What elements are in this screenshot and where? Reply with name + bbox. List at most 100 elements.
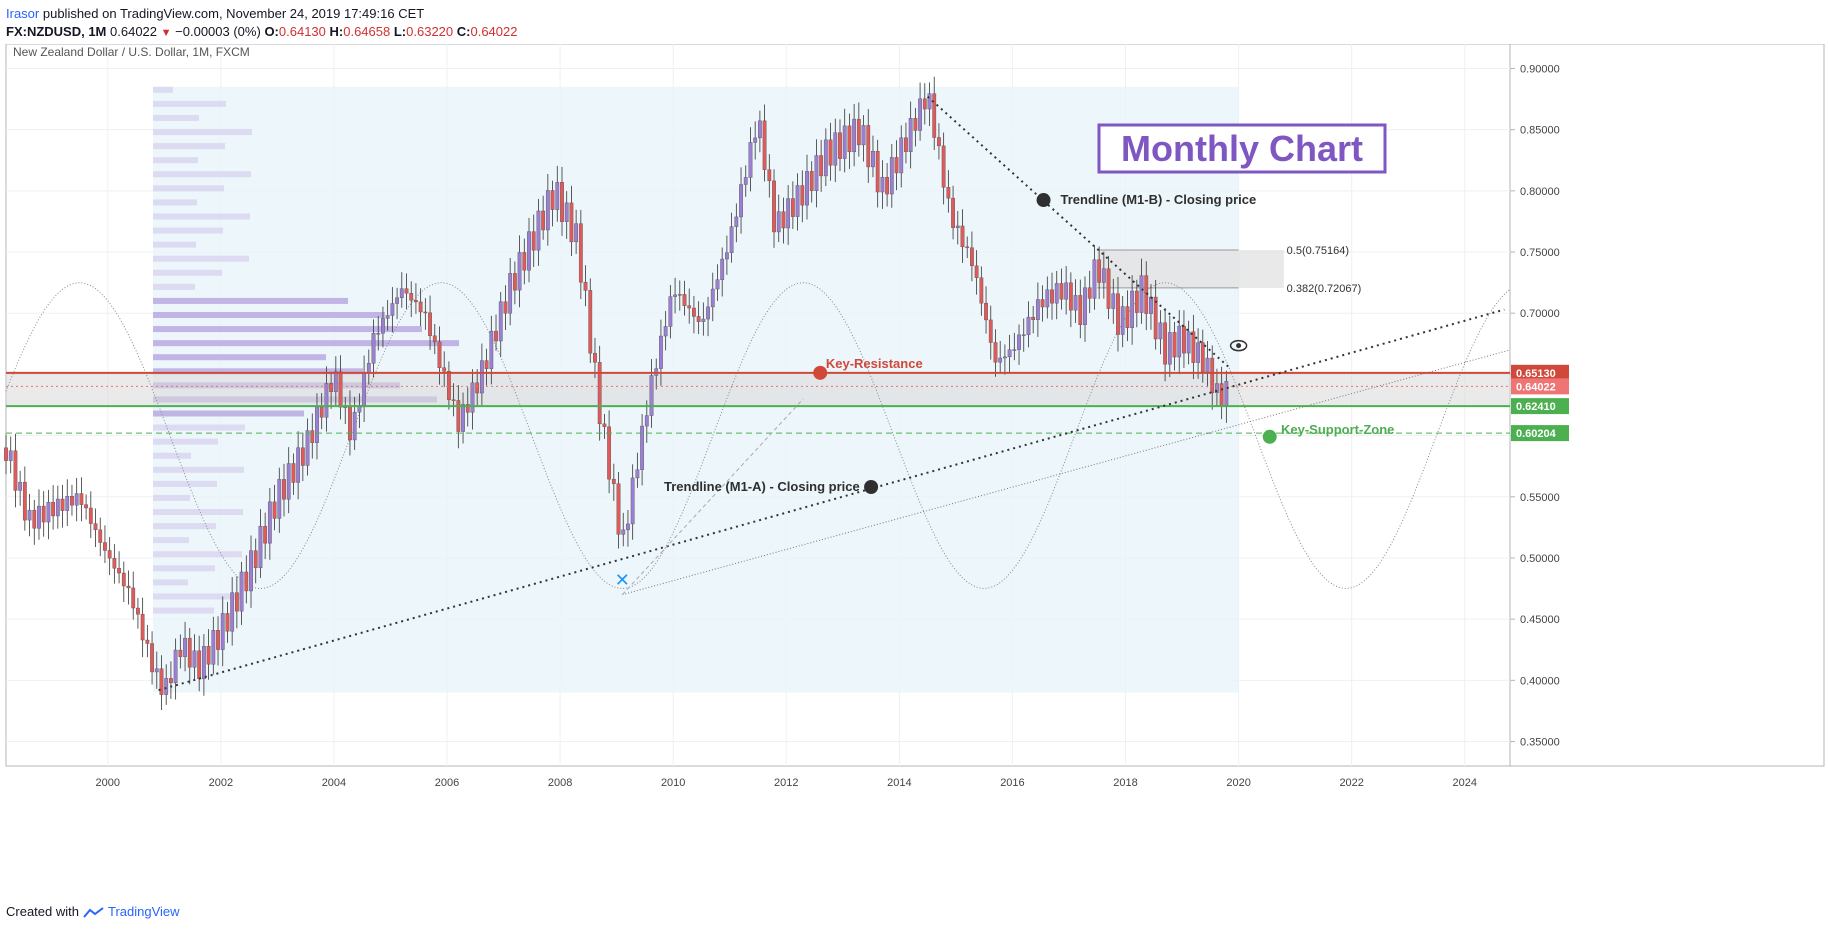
- candle-body: [522, 252, 527, 271]
- candle-body: [659, 335, 663, 369]
- candle-body: [536, 210, 541, 251]
- key-resistance-label: Key-Resistance: [826, 356, 923, 371]
- candle-body: [197, 650, 202, 680]
- candle-body: [767, 169, 772, 182]
- candle-body: [277, 479, 282, 519]
- y-tick-label: 0.85000: [1520, 125, 1560, 137]
- candle-body: [305, 430, 310, 466]
- candle-body: [103, 542, 107, 551]
- price-chart[interactable]: 0.350000.400000.450000.500000.550000.600…: [0, 44, 1828, 896]
- candle-body: [640, 425, 644, 470]
- y-tick-label: 0.90000: [1520, 63, 1560, 75]
- candle-body: [150, 643, 154, 673]
- candle-body: [352, 411, 357, 441]
- candle-body: [626, 523, 630, 531]
- candle-body: [725, 252, 729, 260]
- candle-body: [489, 330, 494, 369]
- candle-body: [508, 273, 513, 314]
- candle-body: [1120, 306, 1125, 335]
- candle-body: [899, 137, 904, 174]
- high-value: 0.64658: [343, 24, 391, 39]
- candle-body: [856, 118, 861, 146]
- author-link[interactable]: Irasor: [6, 6, 40, 21]
- candle-body: [885, 176, 889, 195]
- close-label: C:: [456, 24, 471, 39]
- eye-icon-pupil: [1236, 343, 1242, 349]
- candle-body: [154, 668, 159, 673]
- candle-body: [1191, 331, 1196, 363]
- close-value: 0.64022: [470, 24, 518, 39]
- volume-profile-bar: [153, 593, 242, 600]
- candle-body: [169, 678, 173, 684]
- candle-body: [1035, 299, 1040, 320]
- down-arrow-icon: ▼: [160, 27, 172, 39]
- tradingview-link[interactable]: TradingView: [108, 904, 180, 919]
- trendline-m1b-marker: [1036, 193, 1051, 208]
- ohlc-line: FX:NZDUSD, 1M 0.64022 ▼ −0.00003 (0%) O:…: [6, 24, 517, 39]
- price-change: −0.00003 (0%): [175, 24, 261, 39]
- candle-body: [833, 132, 838, 166]
- candle-body: [37, 505, 41, 529]
- low-label: L:: [393, 24, 407, 39]
- y-tick-label: 0.70000: [1520, 308, 1560, 320]
- candle-body: [828, 139, 833, 166]
- candle-body: [201, 646, 206, 680]
- candles-group: [4, 76, 1229, 711]
- candle-body: [734, 216, 739, 227]
- candle-body: [800, 185, 805, 206]
- candle-body: [1054, 283, 1059, 304]
- candle-body: [348, 406, 352, 441]
- candle-body: [178, 649, 183, 657]
- candle-body: [1097, 259, 1102, 283]
- candle-body: [418, 301, 423, 313]
- candle-body: [428, 312, 432, 337]
- candle-body: [616, 483, 621, 535]
- candle-body: [456, 400, 461, 432]
- volume-profile-bar: [153, 143, 226, 150]
- candle-body: [225, 613, 230, 632]
- candle-body: [748, 142, 753, 178]
- candle-body: [479, 360, 484, 394]
- price-tag-label: 0.65130: [1516, 368, 1556, 380]
- candle-body: [922, 98, 927, 110]
- candle-body: [230, 592, 235, 632]
- trendline-faint: [622, 349, 1511, 596]
- trendline-m1b-label: Trendline (M1-B) - Closing price: [1060, 192, 1256, 207]
- candle-body: [512, 273, 517, 291]
- volume-profile-bar: [153, 269, 223, 276]
- x-tick-label: 2010: [661, 777, 685, 789]
- candle-body: [932, 93, 937, 138]
- candle-body: [484, 360, 489, 369]
- open-value: 0.64130: [278, 24, 326, 39]
- candle-body: [611, 478, 616, 484]
- candle-body: [1158, 322, 1163, 340]
- candle-body: [51, 501, 56, 517]
- candle-body: [1153, 296, 1158, 340]
- candle-body: [131, 587, 136, 609]
- candle-body: [673, 294, 677, 297]
- candle-body: [244, 571, 249, 592]
- candle-body: [861, 125, 866, 146]
- candle-body: [668, 296, 673, 327]
- candle-body: [494, 330, 498, 342]
- candle-body: [253, 550, 258, 568]
- candle-body: [1215, 383, 1219, 393]
- candle-body: [371, 333, 376, 364]
- volume-profile-bar: [153, 466, 245, 473]
- key-support-zone-label: Key-Support-Zone: [1281, 422, 1394, 437]
- candle-body: [988, 319, 993, 343]
- trendline: [158, 308, 1505, 692]
- candle-body: [1092, 259, 1097, 299]
- candle-body: [635, 469, 640, 479]
- candle-body: [644, 415, 649, 427]
- volume-profile-bar: [153, 297, 349, 304]
- candle-body: [286, 463, 291, 500]
- volume-profile-bar: [153, 283, 196, 290]
- candle-body: [607, 426, 612, 480]
- x-tick-label: 2000: [96, 777, 120, 789]
- candle-body: [1200, 342, 1205, 373]
- tradingview-logo-icon: [82, 906, 104, 918]
- candle-body: [98, 529, 103, 543]
- key-resistance-marker: [813, 365, 828, 380]
- candle-body: [1139, 275, 1144, 313]
